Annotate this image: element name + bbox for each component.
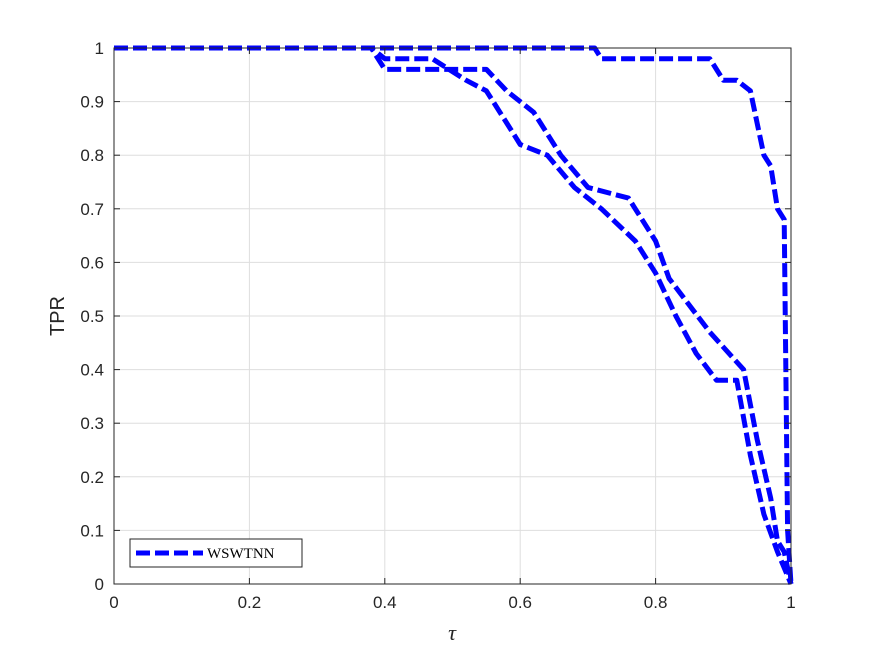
legend: WSWTNN <box>129 538 303 568</box>
x-tick-label: 0.2 <box>238 593 262 612</box>
y-tick-label: 0.5 <box>80 307 104 326</box>
legend-label: WSWTNN <box>207 546 275 562</box>
series-line-1 <box>114 45 794 585</box>
y-tick-label: 0.4 <box>80 361 104 380</box>
x-tick-label: 0.8 <box>644 593 668 612</box>
ticks: 0 0.2 0.4 0.6 0.8 1 0 0.1 0.2 0.3 0.4 0.5 0.6 0.7 0.8 0… <box>80 39 795 612</box>
y-tick-label: 0 <box>95 575 104 594</box>
series-line-2 <box>114 45 794 585</box>
y-tick-label: 0.2 <box>80 468 104 487</box>
y-tick-label: 0.7 <box>80 200 104 219</box>
series-layer <box>114 45 794 585</box>
y-tick-label: 0.8 <box>80 146 104 165</box>
y-tick-label: 0.9 <box>80 93 104 112</box>
x-tick-label: 0.6 <box>508 593 532 612</box>
y-axis-label: TPR <box>47 296 69 336</box>
x-tick-label: 0.4 <box>373 593 397 612</box>
y-tick-label: 0.3 <box>80 414 104 433</box>
y-tick-label: 0.1 <box>80 521 104 540</box>
y-tick-label: 1 <box>95 39 104 58</box>
x-tick-label: 0 <box>109 593 118 612</box>
series-line-3 <box>114 45 794 585</box>
y-tick-label: 0.6 <box>80 253 104 272</box>
x-axis-label: τ <box>448 620 457 645</box>
x-tick-label: 1 <box>786 593 795 612</box>
